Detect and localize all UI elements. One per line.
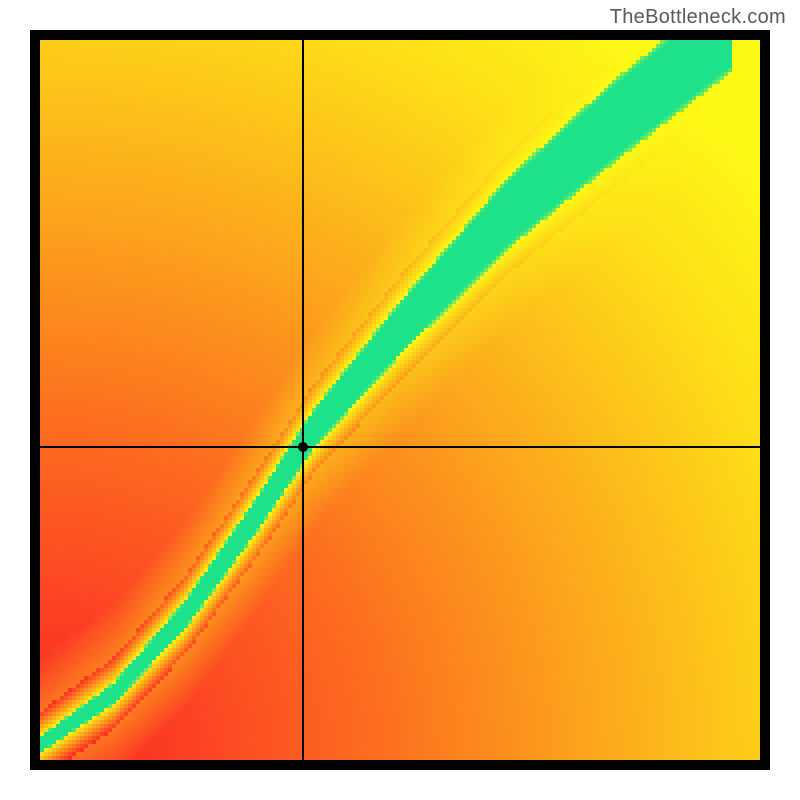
crosshair-marker [298, 442, 308, 452]
crosshair-horizontal [40, 446, 760, 448]
root-container: TheBottleneck.com [0, 0, 800, 800]
crosshair-vertical [302, 40, 304, 760]
bottleneck-heatmap [40, 40, 760, 760]
watermark-text: TheBottleneck.com [610, 6, 786, 29]
